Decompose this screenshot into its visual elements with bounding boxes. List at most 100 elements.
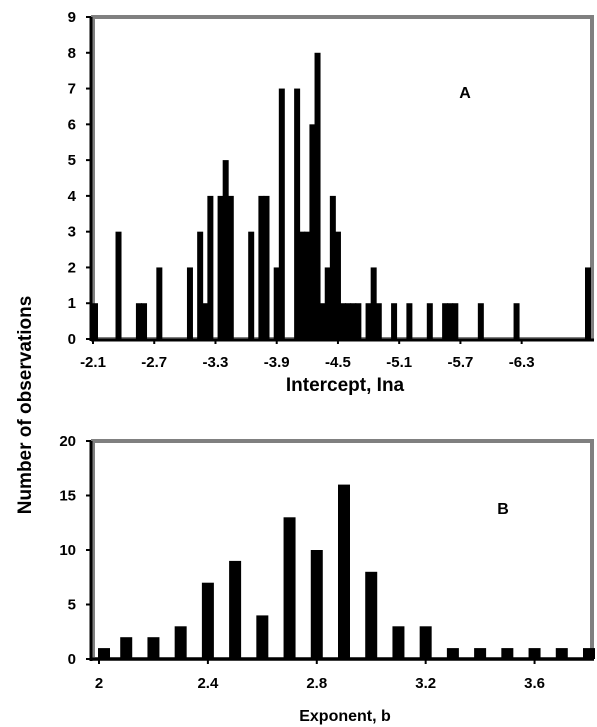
panel-b-x-tick-label: 2.8	[306, 675, 327, 692]
panel-a-bar	[248, 231, 255, 339]
panel-b-bar	[419, 626, 432, 659]
panel-a-bar	[375, 303, 382, 339]
shared-y-axis-label: Number of observations	[15, 296, 36, 515]
panel-a-bar	[299, 231, 306, 339]
panel-b-bar	[501, 648, 514, 659]
panel-a-bar	[294, 88, 301, 339]
panel-b-label: B	[497, 501, 509, 518]
panel-a-bar	[207, 195, 214, 339]
panel-a-x-tick-label: -2.7	[141, 354, 167, 371]
panel-b-x-tick-label: 3.2	[415, 675, 436, 692]
panel-b-bar	[583, 648, 595, 659]
panel-b-y-tick-label: 15	[59, 488, 76, 505]
panel-a-bar	[391, 303, 398, 339]
panel-b-bar	[147, 637, 160, 659]
panel-a-bar	[370, 267, 377, 339]
panel-a-bar	[309, 124, 316, 339]
panel-b-y-tick-label: 20	[59, 433, 76, 450]
panel-a-bar	[156, 267, 163, 339]
panel-b-bar	[392, 626, 405, 659]
panel-a-bar	[258, 195, 265, 339]
panel-a-plot-frame	[91, 15, 594, 341]
panel-a-bar	[227, 195, 234, 339]
panel-a-bar	[217, 195, 224, 339]
panel-a-bar	[365, 303, 372, 339]
panel-a-x-tick-label: -2.1	[80, 354, 106, 371]
panel-a-bar	[141, 303, 148, 339]
panel-b-bar	[256, 615, 269, 659]
panel-b-bar	[174, 626, 187, 659]
panel-a-x-tick-label: -6.3	[509, 354, 535, 371]
panel-b-x-ticks: 2 2.4 2.8 3.2 3.6	[95, 659, 545, 692]
panel-a-bar	[278, 88, 285, 339]
panel-a-bar	[329, 195, 336, 339]
panel-a-y-ticks: 0 1 2 3 4 5 6 7 8 9	[68, 9, 91, 348]
panel-a-bar	[355, 303, 362, 339]
panel-a-y-tick-label: 0	[68, 331, 76, 348]
panel-a-bars	[92, 52, 591, 340]
panel-a-bar	[186, 267, 193, 339]
panel-b-bar	[555, 648, 568, 659]
panel-b-bar	[120, 637, 133, 659]
panel-b-bar	[365, 571, 378, 659]
panel-a-x-ticks: -2.1 -2.7 -3.3 -3.9 -4.5 -5.1 -5.7 -6.3	[80, 339, 535, 371]
panel-a-bar	[334, 231, 341, 339]
panel-b-bars	[98, 484, 595, 659]
panel-a-bar	[263, 195, 270, 339]
panel-a-bar	[304, 231, 311, 339]
panel-b-x-tick-label: 3.6	[524, 675, 545, 692]
panel-b-bar	[229, 560, 242, 659]
panel-b-y-tick-label: 5	[68, 597, 76, 614]
panel-a-bar	[513, 303, 520, 339]
panel-a-bar	[406, 303, 413, 339]
panel-b-y-tick-label: 0	[68, 651, 76, 668]
panel-a-y-tick-label: 4	[68, 188, 77, 205]
panel-b-x-tick-label: 2	[95, 675, 103, 692]
panel-a-bar	[135, 303, 142, 339]
panel-b-bar	[98, 648, 110, 659]
panel-a-bar	[222, 160, 229, 339]
panel-a-x-tick-label: -5.1	[386, 354, 412, 371]
panel-a-label: A	[459, 85, 471, 102]
panel-a-x-tick-label: -3.9	[264, 354, 290, 371]
panel-a-x-axis-label: Intercept, Ina	[286, 375, 405, 396]
panel-a-x-tick-label: -3.3	[203, 354, 229, 371]
panel-a-bar	[452, 303, 459, 339]
panel-b-chart: 0 5 10 15 20 2 2.4 2.8 3.2 3.6 Exponent, b B	[59, 433, 595, 725]
panel-a-y-tick-label: 6	[68, 116, 76, 133]
panel-a-bar	[426, 303, 433, 339]
panel-a-bar	[340, 303, 347, 339]
panel-a-y-tick-label: 7	[68, 81, 76, 98]
panel-a-y-tick-label: 3	[68, 224, 76, 241]
panel-a-bar	[447, 303, 454, 339]
panel-a-bar	[324, 267, 331, 339]
panel-b-bar	[338, 484, 350, 659]
panel-b-bar	[446, 648, 459, 659]
panel-a-y-tick-label: 5	[68, 152, 76, 169]
panel-b-bar	[201, 582, 214, 659]
panel-b-bar	[528, 648, 541, 659]
panel-a-bar	[585, 267, 591, 339]
panel-b-x-tick-label: 2.4	[197, 675, 219, 692]
panel-a-bar	[314, 52, 321, 340]
panel-a-bar	[115, 231, 122, 339]
panel-a-x-tick-label: -4.5	[325, 354, 351, 371]
panel-b-bar	[310, 550, 323, 659]
panel-a-bar	[442, 303, 449, 339]
panel-a-y-tick-label: 9	[68, 9, 76, 26]
panel-a-bar	[350, 303, 357, 339]
panel-a-y-tick-label: 8	[68, 45, 76, 62]
panel-a-bar	[345, 303, 352, 339]
panel-b-x-axis-label: Exponent, b	[299, 708, 391, 725]
panel-b-y-ticks: 0 5 10 15 20	[59, 433, 91, 668]
panel-b-y-tick-label: 10	[59, 542, 76, 559]
panel-a-y-tick-label: 2	[68, 259, 76, 276]
panel-a-x-tick-label: -5.7	[447, 354, 473, 371]
panel-a-bar	[197, 231, 204, 339]
panel-a-bar	[477, 303, 484, 339]
panel-b-bar	[474, 648, 487, 659]
panel-a-bar	[92, 303, 98, 339]
panel-a-bar	[202, 303, 209, 339]
